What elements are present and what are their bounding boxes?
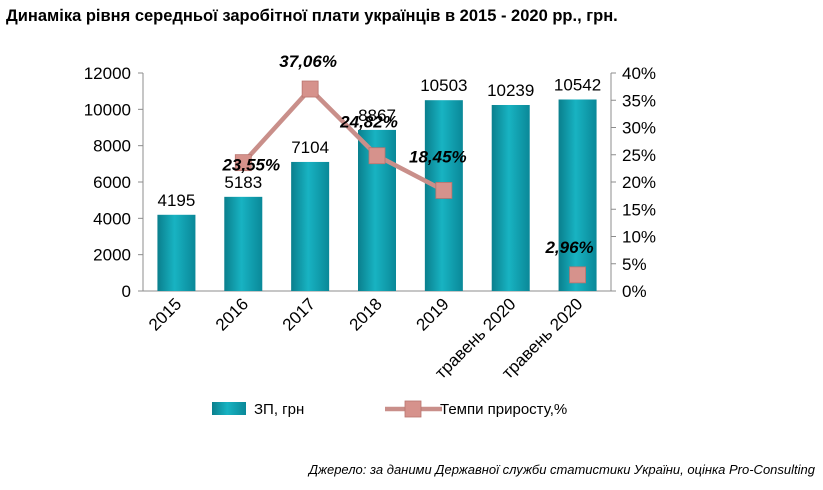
x-tick-label: 2015 — [145, 294, 185, 334]
x-tick-label: 2016 — [212, 294, 252, 334]
growth-value-label: 2,96% — [544, 238, 593, 257]
y-left-tick-label: 6000 — [93, 173, 131, 192]
growth-marker — [301, 80, 319, 98]
bar-value-label: 5183 — [224, 173, 262, 192]
labels-layer: 4195 5183 7104 8867 10503 10239 10542 23,55% 37,… — [158, 52, 602, 257]
x-tick-label: 2019 — [413, 294, 453, 334]
y-right-tick-label: 5% — [622, 255, 647, 274]
legend-bar-swatch — [212, 402, 246, 415]
y-right-tick-label: 15% — [622, 200, 656, 219]
bar — [291, 161, 330, 291]
y-right-tick-label: 35% — [622, 91, 656, 110]
bar — [558, 99, 597, 291]
bar-value-label: 4195 — [158, 191, 196, 210]
bar-value-label: 10503 — [420, 76, 467, 95]
growth-value-label: 18,45% — [409, 147, 467, 166]
bar — [224, 196, 263, 291]
growth-value-label: 24,82% — [339, 113, 398, 132]
y-left-tick-label: 4000 — [93, 209, 131, 228]
growth-marker — [368, 147, 386, 165]
y-left-tick-label: 8000 — [93, 137, 131, 156]
y-left-tick-label: 0 — [122, 282, 131, 301]
y-right-tick-label: 40% — [622, 64, 656, 83]
x-tick-label: 2018 — [346, 294, 386, 334]
bar-value-label: 10239 — [487, 81, 534, 100]
bar — [157, 214, 196, 291]
growth-value-label: 23,55% — [221, 156, 280, 175]
y-left-tick-label: 12000 — [84, 64, 131, 83]
y-left-tick-label: 2000 — [93, 246, 131, 265]
y-right-tick-label: 25% — [622, 146, 656, 165]
x-tick-label: 2017 — [279, 294, 319, 334]
y-right-tick-label: 0% — [622, 282, 647, 301]
bar-value-label: 7104 — [291, 138, 329, 157]
legend-bar-label: ЗП, грн — [254, 401, 304, 418]
growth-value-label: 37,06% — [279, 52, 337, 71]
bar — [491, 104, 530, 291]
bars-layer — [157, 99, 597, 292]
bar-value-label: 10542 — [554, 75, 601, 94]
legend-line-label: Темпи приросту,% — [440, 401, 567, 418]
growth-line — [241, 86, 445, 193]
y-right-tick-label: 10% — [622, 228, 656, 247]
bar-value-label: 8867 — [358, 106, 396, 125]
chart-title: Динаміка рівня середньої заробітної плат… — [6, 7, 618, 25]
growth-marker — [435, 182, 453, 199]
growth-marker — [234, 154, 252, 172]
legend: ЗП, грн Темпи приросту,% — [212, 400, 567, 418]
legend-line-marker — [404, 400, 422, 418]
source-note: Джерело: за даними Державної служби стат… — [308, 462, 815, 477]
y-left-tick-label: 10000 — [84, 100, 131, 119]
line-layer — [234, 80, 586, 284]
y-right-tick-label: 30% — [622, 119, 656, 138]
growth-marker — [569, 266, 586, 284]
y-right-tick-label: 20% — [622, 173, 656, 192]
